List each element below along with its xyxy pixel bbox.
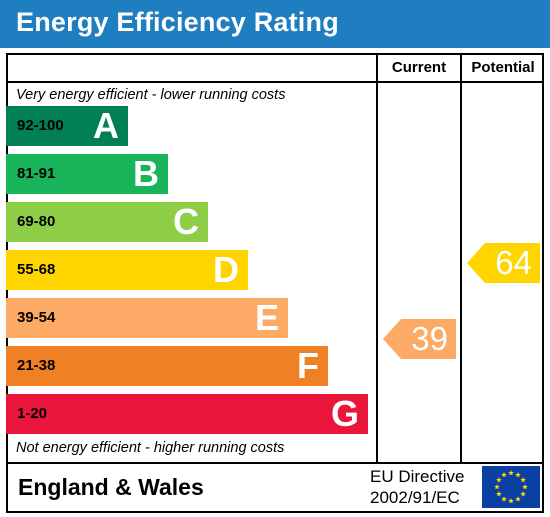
potential-rating-value: 64 xyxy=(495,244,532,281)
eu-star-icon xyxy=(520,477,526,483)
page-title: Energy Efficiency Rating xyxy=(16,7,339,37)
title-bar: Energy Efficiency Rating xyxy=(0,0,550,48)
eu-directive: EU Directive 2002/91/EC xyxy=(370,466,464,508)
bottom-caption: Not energy efficient - higher running co… xyxy=(16,440,285,456)
band-letter: E xyxy=(254,297,279,338)
band-g: 1-20 G xyxy=(6,394,368,434)
region-label: England & Wales xyxy=(18,474,204,500)
band-e: 39-54 E xyxy=(6,298,288,338)
current-column-divider xyxy=(376,53,378,463)
band-letter: F xyxy=(297,345,319,386)
band-range-label: 39-54 xyxy=(17,309,56,326)
band-range-label: 81-91 xyxy=(17,165,56,182)
eu-star-icon xyxy=(496,491,502,497)
band-letter: D xyxy=(213,249,239,290)
current-arrow-shape xyxy=(383,319,456,359)
potential-column-header: Potential xyxy=(471,59,535,76)
band-c: 69-80 C xyxy=(6,202,208,242)
eu-star-icon xyxy=(501,496,507,502)
band-range-label: 55-68 xyxy=(17,261,56,278)
eu-star-icon xyxy=(515,471,521,478)
band-a: 92-100 A xyxy=(6,106,128,146)
eu-star-icon xyxy=(501,471,507,478)
band-range-label: 92-100 xyxy=(17,117,64,134)
band-range-label: 21-38 xyxy=(17,357,56,374)
current-rating-value: 39 xyxy=(411,320,448,357)
top-caption: Very energy efficient - lower running co… xyxy=(16,87,286,103)
band-letter: A xyxy=(93,105,119,146)
directive-line-1: EU Directive xyxy=(370,467,465,486)
potential-column-divider xyxy=(460,53,462,463)
eu-star-icon xyxy=(522,484,528,490)
band-letter: G xyxy=(330,393,359,434)
band-letter: B xyxy=(133,153,159,194)
band-b: 81-91 B xyxy=(6,154,168,194)
eu-star-icon xyxy=(494,484,500,490)
eu-star-icon xyxy=(508,470,514,476)
band-letter: C xyxy=(173,201,199,242)
eu-star-icon xyxy=(515,496,521,502)
footer-divider xyxy=(6,462,544,464)
band-range-label: 69-80 xyxy=(17,213,56,230)
directive-line-2: 2002/91/EC xyxy=(370,488,460,507)
eu-star-icon xyxy=(496,477,502,483)
current-column-header: Current xyxy=(391,59,447,76)
band-d: 55-68 D xyxy=(6,250,248,290)
eu-star-icon xyxy=(508,498,514,504)
eu-flag-icon xyxy=(482,466,540,508)
band-f: 21-38 F xyxy=(6,346,328,386)
eu-flag-stars xyxy=(494,470,528,504)
current-rating-arrow: 39 xyxy=(383,319,456,359)
band-range-label: 1-20 xyxy=(17,405,48,422)
header-divider xyxy=(6,81,544,83)
potential-arrow-shape xyxy=(467,243,540,283)
potential-rating-arrow: 64 xyxy=(467,243,540,283)
eu-star-icon xyxy=(520,491,526,497)
